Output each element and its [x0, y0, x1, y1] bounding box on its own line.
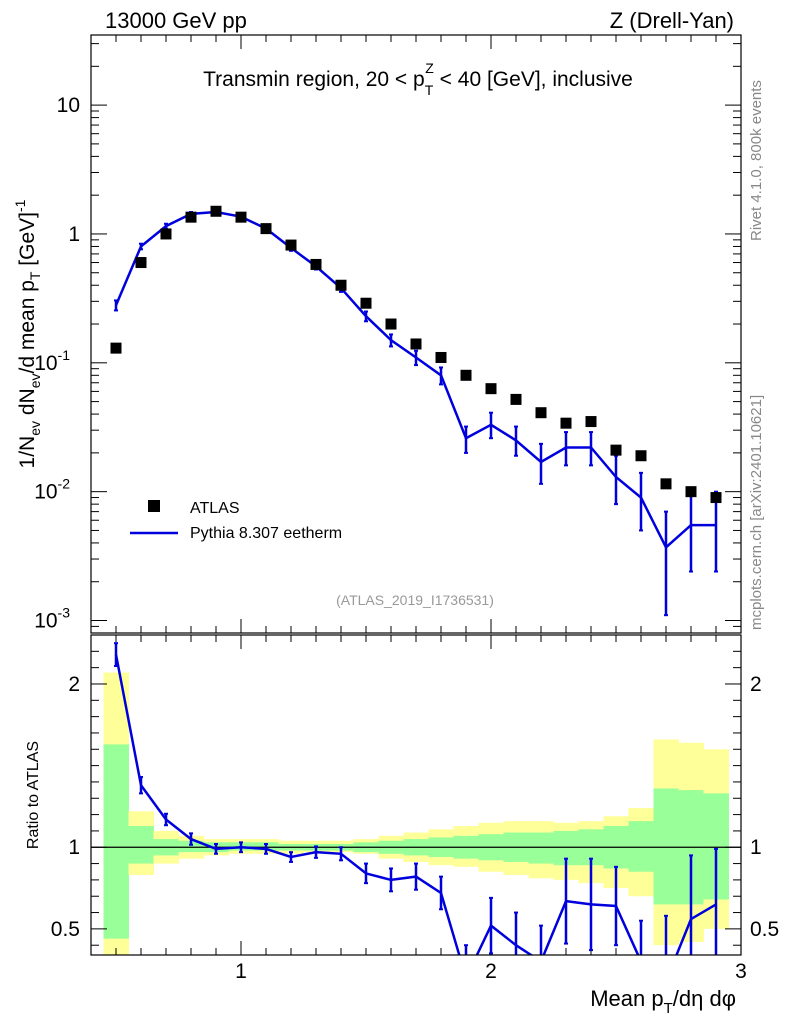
ratio-bands-layer: [103, 672, 729, 955]
atlas-marker: [185, 211, 197, 223]
header-left-text: 13000 GeV pp: [105, 8, 247, 33]
ratio-data-layer: [91, 642, 741, 955]
atlas-marker: [460, 369, 472, 381]
ratio-green-band: [528, 832, 554, 864]
main-title-sup: Z: [425, 60, 434, 76]
ratio-y-tick-label-left: 2: [68, 673, 80, 696]
atlas-marker: [685, 486, 697, 498]
atlas-marker: [160, 228, 172, 240]
ratio-y-tick-label-right: 1: [750, 836, 762, 859]
atlas-marker: [560, 417, 572, 429]
svg-text:1/Nev dNev/d mean pT [GeV]-1: 1/Nev dNev/d mean pT [GeV]-1: [12, 199, 43, 468]
ratio-axis-ticks: 1 2 30.5 0.51 12 2: [51, 635, 779, 983]
atlas-marker: [135, 257, 147, 269]
main-y-axis-label: 1/Nev dNev/d mean pT [GeV]-1: [12, 199, 43, 468]
ratio-x-tick-label: 3: [735, 960, 747, 983]
atlas-marker: [660, 478, 672, 490]
atlas-marker: [635, 450, 647, 462]
atlas-marker: [585, 416, 597, 428]
atlas-marker: [310, 258, 322, 270]
main-y-tick-label: 10-3: [34, 605, 70, 633]
ratio-green-band: [178, 840, 204, 853]
legend-label-pythia: Pythia 8.307 eetherm: [190, 525, 342, 542]
main-data-layer: [110, 205, 722, 617]
atlas-marker: [435, 351, 447, 363]
ratio-y-tick-label-left: 0.5: [51, 918, 80, 941]
atlas-marker: [385, 318, 397, 330]
ratio-y-axis-label: Ratio to ATLAS: [25, 741, 42, 849]
main-panel: 10-3 10-2 10-1 1 10 Transmin region, 20 < pT…: [12, 34, 742, 634]
x-axis-label: Mean pT/dη dφ: [590, 986, 736, 1017]
atlas-marker: [410, 338, 422, 350]
main-y-tick-label: 10-2: [34, 476, 70, 504]
ratio-y-tick-label-left: 1: [68, 836, 80, 859]
rivet-side-text: Rivet 4.1.0, 800k events: [748, 80, 765, 241]
ratio-green-band: [103, 744, 129, 939]
atlas-marker: [335, 279, 347, 291]
main-frame: [90, 34, 742, 634]
legend: ATLAS Pythia 8.307 eetherm: [130, 500, 342, 542]
pythia-line: [114, 210, 716, 550]
main-axis-ticks: 10-3 10-2 10-1 1 10: [34, 35, 742, 634]
ratio-x-tick-label: 2: [485, 960, 497, 983]
main-y-tick-label: 1: [68, 223, 80, 246]
atlas-marker: [235, 211, 247, 223]
main-title-sub: T: [425, 82, 434, 98]
atlas-marker: [210, 205, 222, 217]
atlas-marker: [110, 342, 122, 354]
legend-marker-atlas: [148, 500, 160, 512]
header-right-text: Z (Drell-Yan): [610, 8, 734, 33]
svg-text:Ratio to ATLAS: Ratio to ATLAS: [25, 741, 42, 849]
atlas-marker: [610, 444, 622, 456]
main-y-tick-label: 10: [57, 94, 80, 117]
main-y-tick-label: 10-1: [34, 347, 70, 375]
atlas-marker: [360, 297, 372, 309]
ratio-green-band: [128, 826, 154, 864]
svg-text:mcplots.cern.ch [arXiv:2401.10: mcplots.cern.ch [arXiv:2401.10621]: [748, 395, 765, 630]
atlas-marker: [510, 393, 522, 405]
atlas-marker: [535, 407, 547, 419]
atlas-marker: [485, 383, 497, 395]
ratio-green-band: [653, 788, 679, 905]
atlas-marker: [260, 223, 272, 235]
atlas-marker: [710, 492, 722, 504]
main-title: Transmin region, 20 < pTZ < 40 [GeV], in…: [203, 60, 633, 98]
ratio-y-tick-label-right: 2: [750, 673, 762, 696]
mcplots-side-text: mcplots.cern.ch [arXiv:2401.10621]: [748, 395, 765, 630]
watermark-text: (ATLAS_2019_I1736531): [336, 592, 494, 608]
ratio-frame: [90, 634, 742, 956]
ratio-x-tick-label: 1: [235, 960, 247, 983]
svg-text:Rivet 4.1.0, 800k events: Rivet 4.1.0, 800k events: [748, 80, 765, 241]
ratio-panel: 1 2 30.5 0.51 12 2 Ratio to ATLAS Mean pT/dη …: [25, 634, 779, 1017]
ratio-green-band: [628, 821, 654, 872]
legend-label-atlas: ATLAS: [190, 500, 240, 517]
ratio-y-tick-label-right: 0.5: [750, 918, 779, 941]
atlas-marker: [285, 239, 297, 251]
